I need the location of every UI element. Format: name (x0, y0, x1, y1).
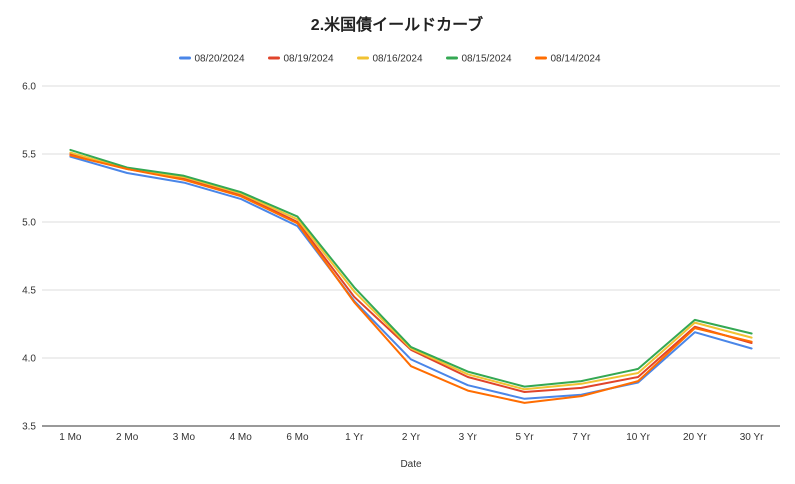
x-tick-label: 7 Yr (572, 432, 591, 443)
x-tick-label: 3 Mo (173, 432, 196, 443)
x-tick-label: 2 Yr (402, 432, 421, 443)
legend-label: 08/19/2024 (284, 54, 334, 65)
y-tick-label: 6.0 (22, 82, 36, 93)
y-tick-label: 3.5 (22, 422, 36, 433)
legend-item[interactable]: 08/20/2024 (179, 54, 245, 65)
series-line-08-15-2024 (69, 148, 753, 388)
y-tick-label: 5.5 (22, 150, 36, 161)
series-line-08-14-2024 (69, 154, 753, 404)
y-axis: 3.5 4.0 4.5 5.0 5.5 6.0 (22, 82, 36, 433)
series-line-08-20-2024 (69, 155, 753, 400)
legend-item[interactable]: 08/19/2024 (268, 54, 334, 65)
y-tick-label: 4.0 (22, 354, 36, 365)
chart-title: 2.米国債イールドカーブ (311, 15, 483, 34)
x-axis: 1 Mo 2 Mo 3 Mo 4 Mo 6 Mo 1 Yr 2 Yr 3 Yr 5 Yr 7 Yr… (59, 432, 764, 443)
legend-label: 08/15/2024 (462, 54, 512, 65)
series-lines (69, 148, 753, 404)
x-tick-label: 4 Mo (230, 432, 253, 443)
x-axis-label: Date (400, 459, 422, 470)
legend-label: 08/20/2024 (195, 54, 245, 65)
series-line-08-19-2024 (69, 153, 753, 393)
legend-item[interactable]: 08/16/2024 (357, 54, 423, 65)
x-tick-label: 30 Yr (740, 432, 764, 443)
legend-label: 08/14/2024 (551, 54, 601, 65)
legend: 08/20/2024 08/19/2024 08/16/2024 08/15/2024… (179, 54, 601, 65)
series-line-08-16-2024 (69, 151, 753, 391)
gridlines (42, 85, 780, 427)
legend-item[interactable]: 08/14/2024 (535, 54, 601, 65)
x-tick-label: 20 Yr (683, 432, 707, 443)
x-tick-label: 2 Mo (116, 432, 139, 443)
x-tick-label: 6 Mo (286, 432, 309, 443)
y-tick-label: 4.5 (22, 286, 36, 297)
x-tick-label: 1 Yr (345, 432, 364, 443)
x-tick-label: 3 Yr (459, 432, 478, 443)
x-tick-label: 5 Yr (515, 432, 534, 443)
x-tick-label: 10 Yr (626, 432, 650, 443)
legend-label: 08/16/2024 (373, 54, 423, 65)
y-tick-label: 5.0 (22, 218, 36, 229)
x-tick-label: 1 Mo (59, 432, 82, 443)
legend-item[interactable]: 08/15/2024 (446, 54, 512, 65)
